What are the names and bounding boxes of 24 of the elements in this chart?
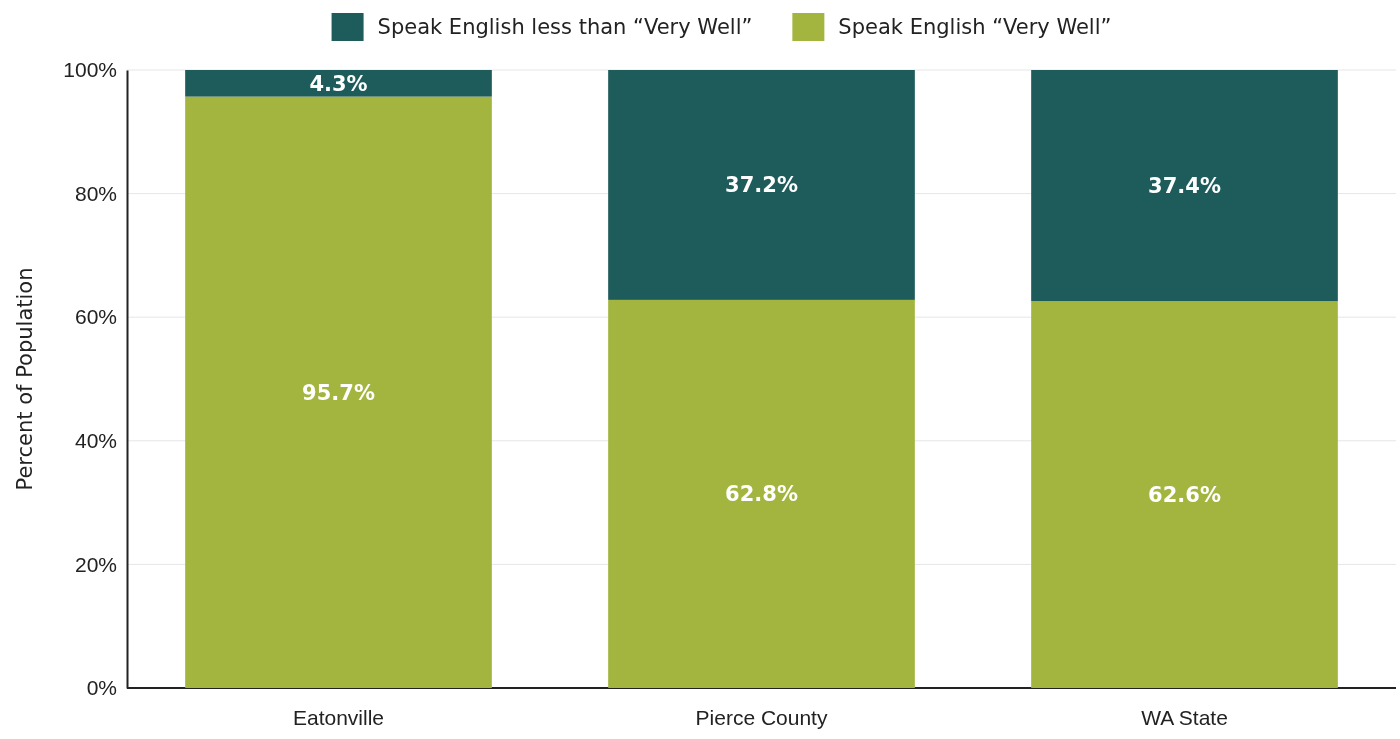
y-tick-label: 20% [74,552,117,576]
bar [1031,70,1338,302]
x-tick-label: Pierce County [695,705,828,729]
y-tick-label: 40% [74,429,117,453]
y-tick-label: 100% [63,58,117,82]
legend-label: Speak English less than “Very Well” [377,15,753,40]
x-tick-label: Eatonville [292,705,385,729]
legend-label: Speak English “Very Well” [838,15,1112,40]
data-label: 62.8% [725,482,798,507]
data-label: 4.3% [309,71,368,96]
data-label: 62.6% [1148,482,1221,507]
y-axis-title: Percent of Population [13,267,37,491]
bar [608,70,915,300]
x-tick-label: WA State [1141,705,1228,729]
y-tick-label: 60% [74,305,117,329]
data-label: 95.7% [302,380,375,405]
y-tick-label: 0% [86,676,117,700]
data-label: 37.4% [1148,173,1221,198]
data-label: 37.2% [725,173,798,198]
y-tick-label: 80% [74,181,117,205]
bar [185,96,492,688]
bar [608,299,915,688]
bar [1031,301,1338,688]
bar [185,70,492,97]
